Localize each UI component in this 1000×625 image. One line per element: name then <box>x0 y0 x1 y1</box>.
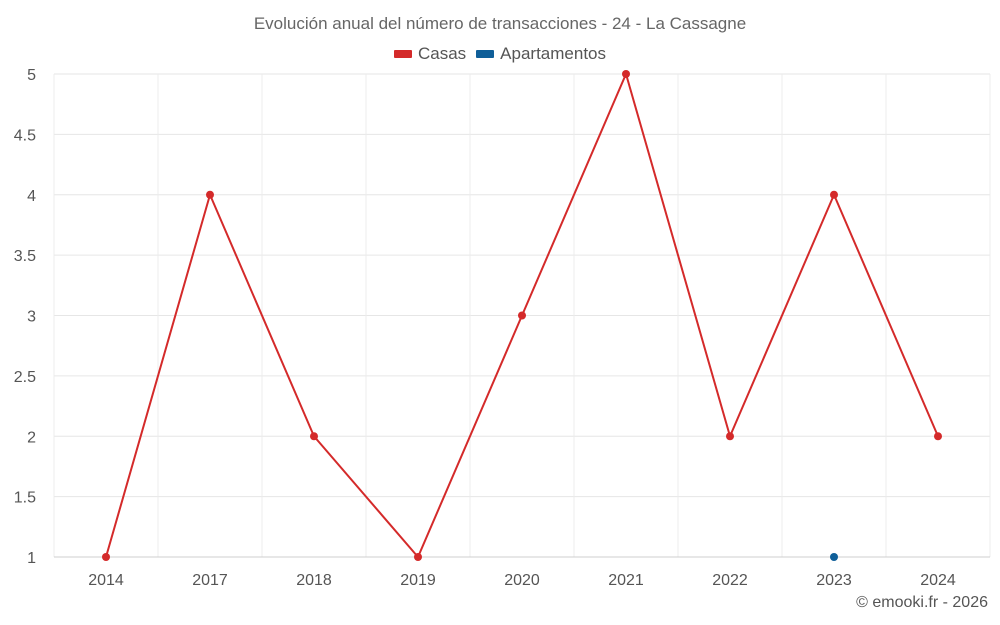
y-tick-label: 2.5 <box>14 369 36 386</box>
y-tick-label: 1 <box>27 550 36 567</box>
y-tick-label: 1.5 <box>14 490 36 507</box>
x-tick-label: 2019 <box>400 572 436 589</box>
chart-title: Evolución anual del número de transaccio… <box>253 14 747 33</box>
y-tick-label: 3.5 <box>14 248 36 265</box>
legend: Casas Apartamentos <box>0 44 1000 64</box>
legend-swatch-casas <box>393 50 412 58</box>
data-point <box>622 70 630 78</box>
x-tick-label: 2021 <box>608 572 644 589</box>
y-tick-label: 3 <box>27 309 36 326</box>
credit-text: © emooki.fr - 2026 <box>856 594 988 611</box>
data-point <box>518 311 526 320</box>
data-point <box>414 553 422 561</box>
legend-item-apartamentos[interactable]: Apartamentos <box>476 44 606 64</box>
data-point <box>310 432 318 441</box>
legend-label-apartamentos: Apartamentos <box>500 44 607 63</box>
data-point <box>102 553 110 561</box>
x-tick-label: 2023 <box>816 572 852 589</box>
x-tick-label: 2018 <box>296 572 332 589</box>
x-tick-label: 2024 <box>920 572 956 589</box>
x-tick-label: 2014 <box>88 572 124 589</box>
x-tick-label: 2017 <box>192 572 228 589</box>
y-tick-label: 2 <box>27 429 36 446</box>
legend-label-casas: Casas <box>417 44 467 63</box>
data-point <box>830 553 838 561</box>
data-point <box>206 190 214 199</box>
y-tick-label: 4 <box>27 188 36 205</box>
legend-item-casas[interactable]: Casas <box>393 44 467 64</box>
legend-swatch-apartamentos <box>476 50 495 58</box>
data-point <box>726 432 734 441</box>
y-tick-label: 5 <box>27 67 36 84</box>
x-tick-label: 2020 <box>504 572 540 589</box>
y-tick-label: 4.5 <box>14 127 36 144</box>
data-point <box>934 432 942 441</box>
data-point <box>830 190 838 199</box>
x-tick-label: 2022 <box>712 572 748 589</box>
